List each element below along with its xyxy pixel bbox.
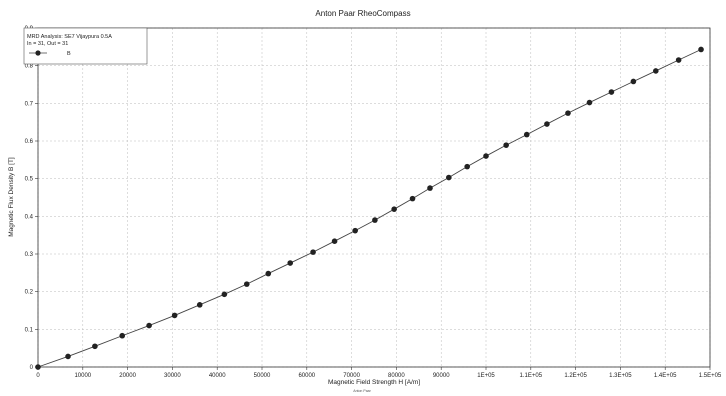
data-point: [65, 353, 71, 360]
data-point: [372, 217, 378, 223]
footer-text: Anton Paar: [353, 389, 371, 393]
legend-entry-label: B: [67, 51, 71, 57]
x-tick-label: 50000: [254, 373, 271, 379]
legend: MRD Analysis: SE7 Vijaypura 0.5A In = 31…: [23, 27, 148, 65]
x-tick-label: 40000: [209, 373, 226, 379]
data-point: [523, 131, 530, 138]
plot-frame: [37, 27, 711, 368]
data-point: [409, 195, 416, 202]
data-point: [391, 206, 397, 212]
x-tick-label: 60000: [298, 373, 315, 379]
y-tick-label: 0.6: [25, 139, 34, 145]
legend-line-1: MRD Analysis: SE7 Vijaypura 0.5A: [27, 34, 112, 40]
data-point: [698, 46, 704, 53]
x-tick-label: 1.4E+05: [654, 373, 677, 379]
x-tick-label: 1E+05: [477, 373, 495, 379]
y-axis-label: Magnetic Flux Density B [T]: [8, 157, 15, 237]
x-tick-label: 70000: [343, 373, 360, 379]
data-points: [35, 46, 704, 370]
data-point: [92, 343, 98, 350]
y-tick-label: 0.2: [25, 290, 34, 296]
data-point: [464, 163, 470, 170]
data-point: [221, 291, 228, 298]
data-point: [427, 185, 433, 191]
data-point: [630, 78, 637, 85]
data-point: [196, 302, 203, 308]
data-point: [675, 57, 682, 63]
x-tick-label: 10000: [74, 373, 91, 379]
data-point: [331, 238, 338, 244]
x-tick-label: 30000: [164, 373, 181, 379]
x-axis-label: Magnetic Field Strength H [A/m]: [328, 379, 420, 386]
data-point: [586, 99, 593, 106]
y-tick-label: 0.4: [25, 214, 34, 220]
legend-box: [23, 27, 148, 65]
data-point: [243, 281, 250, 287]
axis-ticks: 0 10000 20000 30000 40000 50000 60000 70000 8000…: [25, 26, 722, 379]
data-point: [146, 322, 152, 329]
chart-title: Anton Paar RheoCompass: [315, 9, 410, 18]
x-tick-label: 0: [36, 373, 40, 379]
data-point: [544, 121, 550, 127]
y-tick-label: 0.7: [25, 101, 34, 107]
data-point: [171, 312, 178, 319]
data-point: [352, 227, 358, 234]
legend-marker-point: [35, 50, 41, 56]
x-tick-label: 20000: [119, 373, 136, 379]
data-point: [652, 68, 659, 74]
x-tick-label: 1.1E+05: [520, 373, 543, 379]
legend-line-2: In = 31, Out = 31: [27, 41, 68, 47]
data-point: [287, 260, 294, 266]
x-tick-label: 1.2E+05: [564, 373, 587, 379]
data-point: [565, 110, 571, 116]
series-line-b: [37, 49, 702, 368]
data-point: [503, 142, 509, 148]
y-tick-label: 0.1: [25, 327, 34, 333]
y-tick-label: 0: [30, 365, 34, 371]
x-tick-label: 1.3E+05: [609, 373, 632, 379]
data-point: [608, 89, 615, 95]
data-point: [35, 364, 41, 370]
grid-lines: [37, 27, 711, 368]
x-tick-label: 80000: [388, 373, 405, 379]
data-point: [446, 174, 452, 181]
y-tick-label: 0.5: [25, 177, 34, 183]
data-point: [265, 270, 272, 277]
y-tick-label: 0.3: [25, 252, 34, 258]
data-point: [483, 153, 489, 159]
y-tick-label: 0.8: [25, 64, 34, 70]
data-point: [310, 249, 316, 255]
x-tick-label: 1.5E+05: [699, 373, 722, 379]
data-point: [119, 332, 126, 339]
x-tick-label: 90000: [433, 373, 450, 379]
